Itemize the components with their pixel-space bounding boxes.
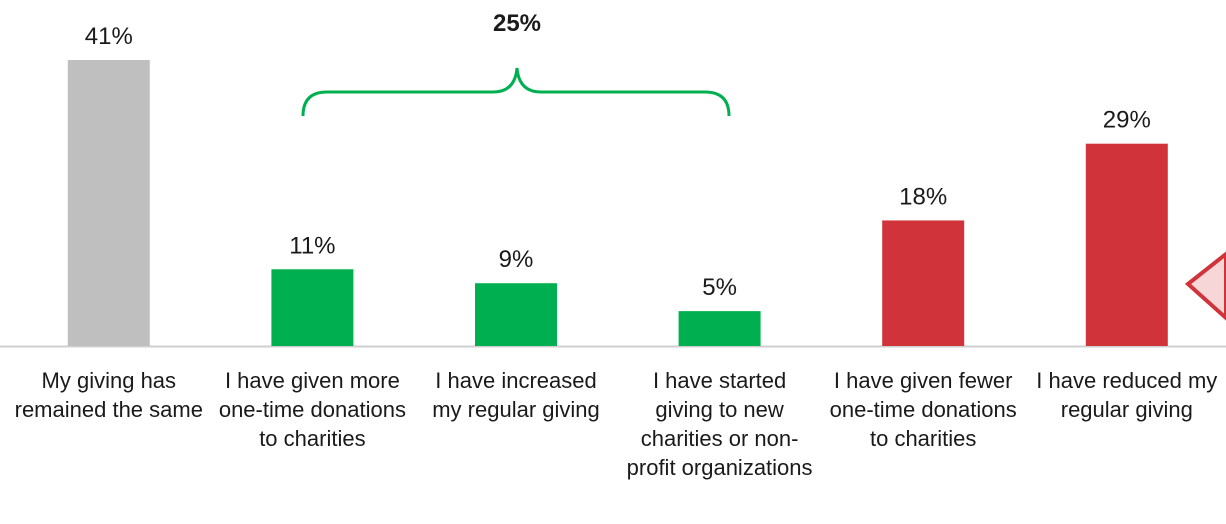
annotation: 25%: [493, 10, 541, 37]
bar: [271, 269, 354, 346]
bar: [882, 220, 965, 346]
category-label: I have given more one-time donations to …: [218, 368, 406, 451]
value-label: 11%: [289, 232, 335, 259]
bar: [1085, 143, 1168, 346]
bracket: [301, 67, 731, 117]
value-label: 9%: [499, 246, 534, 273]
value-label: 29%: [1103, 107, 1151, 134]
callout-arrow: [1184, 251, 1226, 321]
bar: [475, 283, 557, 346]
bar: [67, 60, 150, 346]
value-label: 18%: [899, 183, 947, 210]
category-label: My giving has remained the same: [14, 368, 203, 422]
category-label: I have reduced my regular giving: [1036, 368, 1218, 422]
value-label: 5%: [702, 274, 737, 301]
category-label: I have started giving to new charities o…: [626, 368, 813, 480]
category-label: I have given fewer one-time donations to…: [829, 368, 1017, 451]
value-label: 41%: [85, 23, 133, 50]
category-label: I have increased my regular giving: [432, 368, 600, 422]
bar: [678, 311, 761, 346]
